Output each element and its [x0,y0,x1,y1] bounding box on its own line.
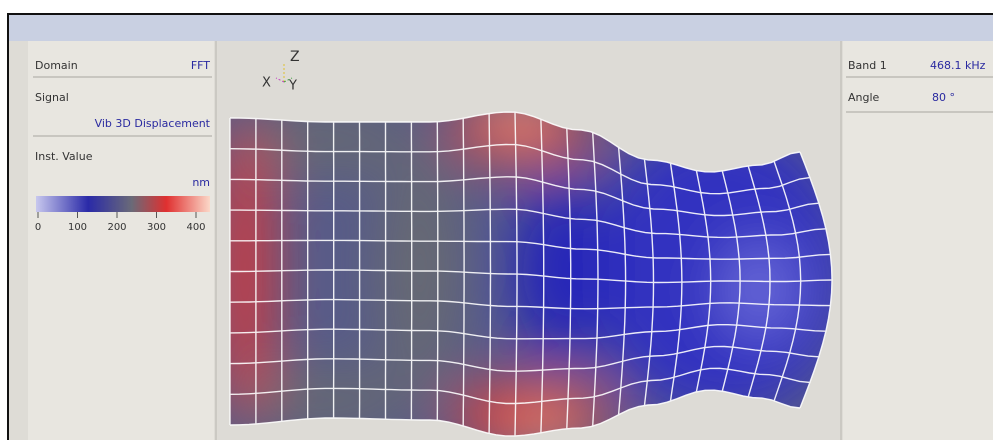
color-blob [230,370,420,430]
top-bar [9,15,993,41]
grid-line [229,298,831,310]
scale-ticks: 0 100 200 300 400 [35,212,206,233]
grid-line [229,345,819,372]
label: Signal [35,91,69,104]
color-blob [380,150,460,390]
value: FFT [191,59,210,72]
label: Band 1 [848,59,887,72]
grid-line [230,269,833,284]
grid-line [229,324,826,340]
mesh-view [229,111,833,437]
axis-line [275,77,285,83]
axis-label: Y [288,79,297,94]
value: 468.1 kHz [930,59,986,72]
color-blob [230,120,270,420]
label: Domain [35,59,78,72]
value: Vib 3D Displacement [95,117,211,130]
right-panel [843,41,993,440]
tick-label: 100 [68,222,87,233]
grid-line [230,176,819,217]
axis-label: Z [290,49,300,65]
mesh-grid [229,111,833,437]
color-field [230,112,832,436]
grid-line [229,389,801,437]
axis-label: X [262,76,271,91]
grid-line [229,367,810,405]
unit: nm [192,176,210,189]
color-blob [230,112,420,170]
color-scale [36,196,210,212]
left-panel [28,41,214,440]
mesh-surface [230,112,832,436]
tick-label: 200 [107,222,126,233]
value: 80 ° [932,91,955,104]
grid-line [230,239,831,260]
color-blob [510,180,610,360]
tick-label: 400 [186,222,205,233]
grid-line [229,111,801,173]
axis-line [283,77,293,83]
tick-label: 300 [147,222,166,233]
grid-line [230,208,826,239]
axis-triad: Z X Y [262,49,300,94]
tick-label: 0 [35,222,41,233]
label: Inst. Value [35,150,93,163]
grid-line [229,143,810,195]
label: Angle [848,91,880,104]
